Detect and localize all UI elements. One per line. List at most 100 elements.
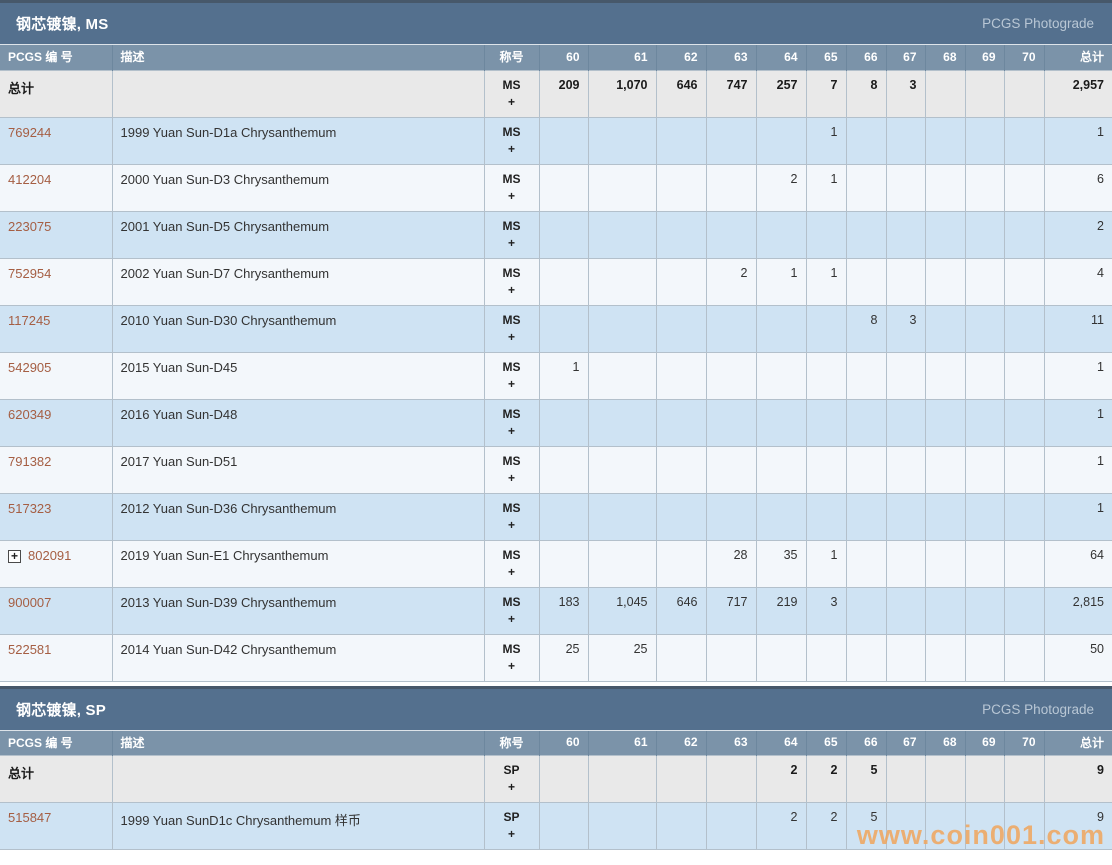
col-header-grade-68: 68 xyxy=(925,45,966,70)
grade-cell-67 xyxy=(885,163,926,212)
grade-cell-64: 2 xyxy=(755,163,807,212)
grade-cell-69 xyxy=(964,445,1005,494)
pcgs-number-link[interactable]: 117245 xyxy=(8,312,51,328)
designation-cell: MS + xyxy=(483,304,540,353)
pcgs-number-link[interactable]: 517323 xyxy=(8,500,52,516)
grade-cell-68 xyxy=(924,398,966,447)
grade-cell-62 xyxy=(655,351,707,400)
pcgs-number-link[interactable]: 900007 xyxy=(8,594,52,610)
designation-cell: MS + xyxy=(483,163,540,212)
grade-cell-60 xyxy=(538,304,589,353)
pcgs-number-link[interactable]: 515847 xyxy=(8,810,52,825)
plus-designation: + xyxy=(507,282,515,297)
pcgs-number-link[interactable]: 522581 xyxy=(8,641,52,657)
grade-cell-61 xyxy=(587,210,657,259)
designation-cell: MS + xyxy=(483,351,540,400)
designation-cell: MS + xyxy=(483,445,540,494)
grade-cell-60 xyxy=(538,445,589,494)
grade-cell-62 xyxy=(655,802,707,850)
pcgs-number-link[interactable]: 802091 xyxy=(28,547,72,563)
grade-cell-65: 1 xyxy=(805,116,847,165)
grade-total-cell-66: 5 xyxy=(845,755,887,803)
grade-cell-69 xyxy=(964,210,1005,259)
table-row: 517323 2012 Yuan Sun-D36 Chrysanthemum MS +… xyxy=(0,492,1112,541)
plus-designation: + xyxy=(507,423,515,438)
grade-cell-66 xyxy=(845,633,887,682)
pcgs-number-link[interactable]: 769244 xyxy=(8,124,52,140)
plus-designation: + xyxy=(507,94,515,109)
row-total-cell: 1 xyxy=(1043,116,1112,165)
row-total-cell: 9 xyxy=(1043,802,1112,850)
grade-cell-68 xyxy=(924,802,966,850)
grade-cell-63 xyxy=(705,163,757,212)
grade-cell-62 xyxy=(655,116,707,165)
plus-designation: + xyxy=(507,517,515,532)
pcgs-number-link[interactable]: 412204 xyxy=(8,171,52,187)
pcgs-number-link[interactable]: 791382 xyxy=(8,453,52,469)
table-row: 117245 2010 Yuan Sun-D30 Chrysanthemum MS +… xyxy=(0,304,1112,353)
grade-cell-64 xyxy=(755,492,807,541)
grade-cell-64 xyxy=(755,633,807,682)
photograde-link[interactable]: PCGS Photograde xyxy=(982,16,1094,31)
grade-cell-65: 1 xyxy=(805,163,847,212)
grade-cell-70 xyxy=(1003,802,1045,850)
table-row: 791382 2017 Yuan Sun-D51 MS +1 xyxy=(0,445,1112,494)
grade-cell-67 xyxy=(885,116,926,165)
grade-total-cell-64: 257 xyxy=(755,69,807,118)
designation-label: MS xyxy=(502,171,521,186)
pcgs-cell: 515847 xyxy=(0,802,113,850)
grade-cell-69 xyxy=(964,586,1005,635)
grade-total-cell-70 xyxy=(1003,69,1045,118)
col-header-pcgs-number: PCGS 编 号 xyxy=(0,45,113,70)
description-cell: 2002 Yuan Sun-D7 Chrysanthemum xyxy=(111,257,485,306)
designation-label: MS xyxy=(502,453,521,468)
totals-label-cell: 总计 xyxy=(0,755,113,803)
grade-cell-66: 8 xyxy=(845,304,887,353)
plus-designation: + xyxy=(507,188,515,203)
grade-cell-60: 25 xyxy=(538,633,589,682)
designation-label: MS xyxy=(502,547,521,562)
grade-cell-67 xyxy=(885,586,926,635)
grade-cell-65 xyxy=(805,445,847,494)
pcgs-number-link[interactable]: 752954 xyxy=(8,265,52,281)
grade-cell-69 xyxy=(964,802,1005,850)
grade-cell-61 xyxy=(587,257,657,306)
grade-cell-61 xyxy=(587,163,657,212)
pcgs-number-link[interactable]: 542905 xyxy=(8,359,52,375)
grade-cell-60 xyxy=(538,398,589,447)
grade-cell-69 xyxy=(964,492,1005,541)
grade-cell-70 xyxy=(1003,492,1045,541)
grade-cell-61 xyxy=(587,304,657,353)
photograde-link[interactable]: PCGS Photograde xyxy=(982,701,1094,717)
grade-cell-68 xyxy=(924,351,966,400)
grade-cell-69 xyxy=(964,539,1005,588)
row-total-cell: 11 xyxy=(1043,304,1112,353)
pcgs-number-link[interactable]: 223075 xyxy=(8,218,52,234)
grade-total-cell-67: 3 xyxy=(885,69,926,118)
grade-cell-69 xyxy=(964,116,1005,165)
grade-cell-62 xyxy=(655,210,707,259)
col-header-grade-66: 66 xyxy=(846,45,887,70)
designation-cell: MS + xyxy=(483,633,540,682)
description-cell: 2000 Yuan Sun-D3 Chrysanthemum xyxy=(111,163,485,212)
expand-icon[interactable]: + xyxy=(8,549,21,563)
designation-cell: MS + xyxy=(483,116,540,165)
section-header-bar: 钢芯镀镍, MS PCGS Photograde xyxy=(0,0,1112,45)
grade-total-cell-62: 646 xyxy=(655,69,707,118)
col-header-grade-61: 61 xyxy=(588,45,657,70)
grade-cell-67 xyxy=(885,802,926,850)
plus-designation: + xyxy=(507,376,515,391)
grade-cell-61 xyxy=(587,351,657,400)
col-header-grade-62: 62 xyxy=(656,730,707,756)
section-sp: 钢芯镀镍, SP PCGS Photograde PCGS 编 号 描述 称号 … xyxy=(0,685,1112,850)
grade-cell-64: 1 xyxy=(755,257,807,306)
designation-label: MS xyxy=(502,124,521,139)
designation-cell: MS + xyxy=(483,586,540,635)
pcgs-number-link[interactable]: 620349 xyxy=(8,406,52,422)
grade-total-cell-69 xyxy=(964,755,1005,803)
grade-cell-65 xyxy=(805,492,847,541)
plus-designation: + xyxy=(507,235,515,250)
col-header-total: 总计 xyxy=(1044,45,1112,70)
description-cell xyxy=(111,69,485,118)
section-header-bar: 钢芯镀镍, SP PCGS Photograde xyxy=(0,685,1112,731)
